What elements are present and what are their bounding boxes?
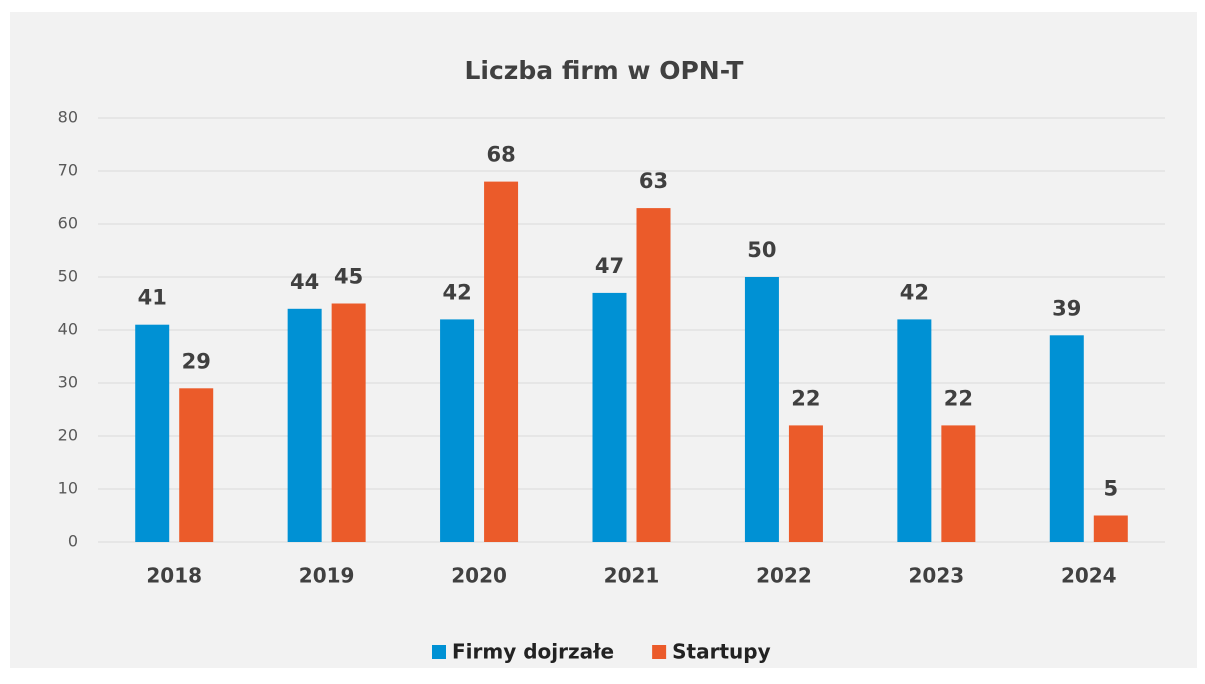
bar bbox=[941, 425, 976, 542]
x-tick-label: 2019 bbox=[299, 564, 355, 588]
x-tick-label: 2022 bbox=[756, 564, 812, 588]
data-label: 39 bbox=[1052, 296, 1081, 320]
y-tick-label: 20 bbox=[58, 426, 78, 445]
y-tick-label: 40 bbox=[58, 320, 78, 339]
y-tick-label: 60 bbox=[58, 214, 78, 233]
x-tick-label: 2023 bbox=[909, 564, 965, 588]
data-label: 22 bbox=[944, 386, 973, 410]
bar bbox=[744, 277, 779, 542]
y-tick-label: 0 bbox=[68, 532, 78, 551]
bar bbox=[179, 388, 214, 542]
chart-title: Liczba firm w OPN-T bbox=[464, 56, 743, 85]
y-tick-label: 30 bbox=[58, 373, 78, 392]
data-label: 22 bbox=[791, 386, 820, 410]
data-label: 5 bbox=[1103, 477, 1118, 501]
x-tick-label: 2021 bbox=[604, 564, 660, 588]
bar bbox=[331, 303, 366, 542]
data-label: 42 bbox=[442, 280, 471, 304]
y-tick-label: 10 bbox=[58, 479, 78, 498]
legend-swatch bbox=[432, 645, 446, 659]
data-label: 29 bbox=[182, 349, 211, 373]
bar bbox=[1049, 335, 1084, 542]
bar bbox=[592, 292, 627, 542]
bar bbox=[484, 181, 519, 542]
data-label: 50 bbox=[747, 238, 776, 262]
data-label: 42 bbox=[900, 280, 929, 304]
data-label: 45 bbox=[334, 265, 363, 289]
bar bbox=[287, 308, 322, 542]
bar bbox=[788, 425, 823, 542]
data-label: 47 bbox=[595, 254, 624, 278]
legend-label: Firmy dojrzałe bbox=[452, 640, 614, 664]
data-label: 68 bbox=[486, 143, 515, 167]
data-label: 44 bbox=[290, 270, 319, 294]
bar bbox=[440, 319, 475, 542]
x-tick-label: 2020 bbox=[451, 564, 507, 588]
x-tick-label: 2018 bbox=[146, 564, 202, 588]
legend-swatch bbox=[652, 645, 667, 659]
bar bbox=[636, 208, 671, 542]
y-tick-label: 50 bbox=[58, 267, 78, 286]
bar bbox=[1093, 515, 1128, 542]
y-tick-label: 80 bbox=[58, 108, 78, 127]
x-tick-label: 2024 bbox=[1061, 564, 1117, 588]
y-tick-label: 70 bbox=[58, 161, 78, 180]
bar bbox=[135, 324, 170, 542]
data-label: 41 bbox=[138, 286, 167, 310]
bar bbox=[897, 319, 932, 542]
legend-label: Startupy bbox=[672, 640, 770, 664]
data-label: 63 bbox=[639, 169, 668, 193]
